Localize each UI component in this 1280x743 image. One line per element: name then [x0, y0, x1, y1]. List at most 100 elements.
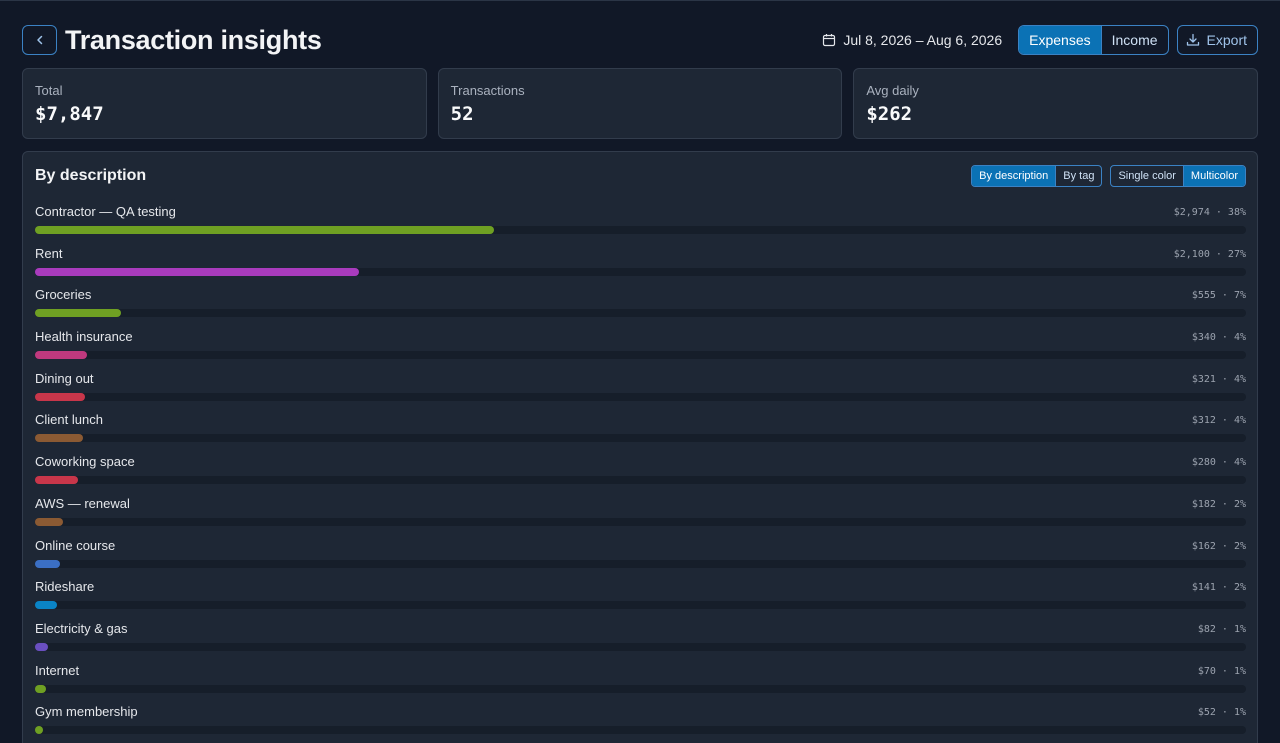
bar-value-label: $2,100 · 27% [1173, 248, 1246, 260]
bar-fill [35, 517, 64, 526]
bar-track [35, 642, 1246, 651]
panel-title: By description [35, 167, 147, 184]
stat-label: Total [35, 83, 63, 98]
bar-track [35, 226, 1246, 234]
bar-label: Dining out [35, 370, 94, 386]
expenses-button[interactable]: Expenses [1019, 26, 1101, 54]
bar-row[interactable]: Rideshare $141 · 2% [35, 579, 1246, 621]
bar-value-label: $162 · 2% [1191, 540, 1246, 552]
bar-value-label: $312 · 4% [1191, 415, 1246, 427]
bar-row[interactable]: Electricity & gas $82 · 1% [35, 621, 1246, 663]
bar-fill [35, 601, 57, 610]
stat-value: $262 [866, 103, 913, 125]
export-label: Export [1206, 32, 1247, 48]
bar-track [35, 351, 1246, 360]
chevron-left-icon [36, 35, 42, 45]
bar-value-label: $280 · 4% [1191, 457, 1246, 469]
bar-value-label: $340 · 4% [1191, 332, 1246, 344]
stat-card-transactions: Transactions 52 [437, 68, 843, 139]
bar-row[interactable]: Groceries $555 · 7% [35, 287, 1246, 329]
bar-fill [35, 351, 88, 360]
bar-row[interactable]: Internet $70 · 1% [35, 663, 1246, 705]
by-tag-button[interactable]: By tag [1055, 166, 1101, 186]
bar-fill [35, 226, 494, 234]
bar-fill [35, 559, 60, 568]
stat-value: 52 [450, 103, 474, 125]
bar-track [35, 726, 1246, 735]
calendar-icon [823, 34, 836, 47]
date-range-picker[interactable]: Jul 8, 2026 – Aug 6, 2026 [822, 32, 1002, 48]
breakdown-bar-list: Contractor — QA testing $2,974 · 38% Rent $… [35, 204, 1246, 743]
bar-fill [35, 642, 48, 651]
bar-fill [35, 726, 44, 735]
by-description-button[interactable]: By description [972, 166, 1056, 186]
bar-label: AWS — renewal [35, 495, 130, 511]
bar-label: Online course [35, 537, 116, 553]
bar-fill [35, 392, 85, 401]
bar-label: Health insurance [35, 329, 133, 345]
page-header: Transaction insights Jul 8, 2026 – Aug 6… [22, 22, 1258, 58]
bar-row[interactable]: Client lunch $312 · 4% [35, 412, 1246, 454]
bar-value-label: $321 · 4% [1191, 373, 1246, 385]
bar-label: Client lunch [35, 412, 103, 428]
color-mode-toggle: Single color Multicolor [1110, 165, 1246, 187]
bar-value-label: $555 · 7% [1191, 290, 1246, 302]
bar-row[interactable]: Gym membership $52 · 1% [35, 704, 1246, 743]
bar-label: Rideshare [35, 579, 95, 595]
bar-row[interactable]: Online course $162 · 2% [35, 538, 1246, 580]
stat-label: Avg daily [866, 83, 919, 98]
bar-row[interactable]: Dining out $321 · 4% [35, 371, 1246, 413]
bar-track [35, 476, 1246, 485]
top-divider [0, 0, 1280, 1]
bar-row[interactable]: Contractor — QA testing $2,974 · 38% [35, 204, 1246, 246]
bar-label: Electricity & gas [35, 620, 128, 636]
export-button[interactable]: Export [1176, 25, 1258, 55]
bar-track [35, 309, 1246, 318]
download-icon [1186, 33, 1199, 46]
bar-track [35, 601, 1246, 610]
date-range-label: Jul 8, 2026 – Aug 6, 2026 [843, 32, 1003, 48]
bar-track [35, 517, 1246, 526]
bar-fill [35, 434, 84, 443]
header-actions: Jul 8, 2026 – Aug 6, 2026 Expenses Incom… [822, 25, 1258, 55]
single-color-button[interactable]: Single color [1118, 170, 1176, 182]
bar-track [35, 559, 1246, 568]
bar-track [35, 684, 1246, 693]
stats-row: Total $7,847 Transactions 52 Avg daily $… [22, 68, 1259, 139]
income-button[interactable]: Income [1100, 26, 1168, 54]
bar-value-label: $70 · 1% [1197, 665, 1246, 677]
bar-fill [35, 684, 46, 693]
stat-value: $7,847 [35, 103, 104, 125]
bar-track [35, 434, 1246, 443]
stat-card-total: Total $7,847 [22, 68, 427, 139]
bar-label: Rent [35, 245, 63, 261]
bar-track [35, 267, 1246, 276]
bar-row[interactable]: Health insurance $340 · 4% [35, 329, 1246, 371]
bar-value-label: $182 · 2% [1191, 498, 1246, 510]
bar-row[interactable]: AWS — renewal $182 · 2% [35, 496, 1246, 538]
expense-income-toggle: Expenses Income [1018, 25, 1169, 55]
bar-label: Groceries [35, 287, 92, 303]
bar-fill [35, 476, 79, 485]
group-by-toggle: By description By tag [971, 165, 1103, 187]
stat-card-avg-daily: Avg daily $262 [853, 68, 1259, 139]
bar-fill [35, 267, 360, 276]
panel-controls: By description By tag Single color Multi… [971, 165, 1246, 187]
bar-value-label: $141 · 2% [1191, 582, 1246, 594]
back-button[interactable] [22, 25, 57, 55]
bar-label: Gym membership [35, 704, 138, 720]
page-title: Transaction insights [65, 24, 322, 55]
breakdown-panel: By description By description By tag Sin… [22, 151, 1258, 743]
bar-row[interactable]: Rent $2,100 · 27% [35, 246, 1246, 288]
stat-label: Transactions [450, 83, 525, 98]
bar-value-label: $2,974 · 38% [1173, 207, 1246, 218]
bar-label: Coworking space [35, 454, 135, 470]
bar-label: Internet [35, 662, 80, 678]
bar-fill [35, 309, 121, 318]
multicolor-button[interactable]: Multicolor [1182, 166, 1245, 186]
bar-label: Contractor — QA testing [35, 204, 176, 219]
bar-value-label: $52 · 1% [1197, 707, 1246, 719]
bar-row[interactable]: Coworking space $280 · 4% [35, 454, 1246, 496]
bar-track [35, 392, 1246, 401]
bar-value-label: $82 · 1% [1197, 623, 1246, 635]
